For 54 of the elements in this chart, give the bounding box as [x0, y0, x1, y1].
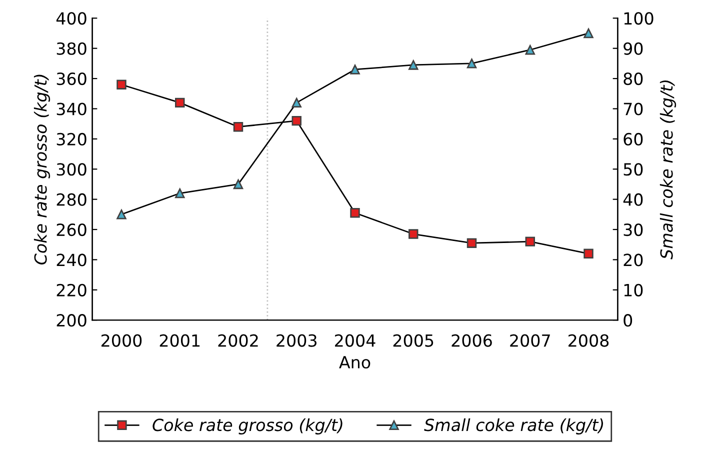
y2-tick-label: 30: [624, 223, 643, 236]
point: [233, 122, 244, 132]
y-tick-label: 200: [56, 314, 86, 327]
y2-axis-title: Small coke rate (kg/t): [660, 80, 676, 260]
y2-tick-label: 90: [624, 42, 643, 55]
y-tick-label: 240: [56, 254, 86, 266]
point: [116, 210, 126, 220]
y2-tick-label: 20: [624, 254, 643, 266]
y2-tick-label: 10: [624, 284, 643, 296]
x-tick-label: 2008: [568, 334, 609, 347]
y2-tick-label: 40: [623, 193, 643, 206]
y-tick-label: 360: [56, 72, 86, 86]
x-tick-label: 2007: [510, 334, 550, 347]
x-tick-label: 2005: [393, 334, 434, 347]
y-tick-label: 400: [56, 12, 86, 25]
y-tick-label: 280: [56, 193, 86, 206]
point: [175, 188, 185, 198]
y2-tick-label: 60: [624, 132, 643, 146]
point: [466, 238, 477, 248]
point: [584, 28, 594, 38]
point: [525, 236, 535, 246]
x-tick-label: 2002: [218, 334, 258, 347]
y-tick-label: 220: [56, 284, 86, 296]
point: [350, 64, 360, 74]
y2-tick-label: 80: [624, 72, 643, 86]
y-axis-title: Coke rate grosso (kg/t): [34, 74, 50, 264]
x-tick-label: 2003: [276, 334, 316, 347]
y-tick-label: 300: [56, 163, 86, 176]
point: [350, 208, 360, 218]
point: [175, 98, 185, 108]
y2-tick-label: 100: [624, 12, 654, 25]
y-tick-label: 340: [56, 102, 86, 116]
legend-label: Coke rate grosso (kg/t): [152, 418, 342, 434]
point: [292, 116, 302, 126]
point: [116, 80, 126, 90]
x-tick-label: 2001: [160, 334, 200, 347]
y-tick-label: 320: [56, 132, 86, 146]
point: [233, 179, 244, 190]
x-tick-label: 2000: [102, 334, 142, 347]
point: [525, 45, 535, 55]
point: [408, 60, 418, 70]
y-tick-label: 380: [56, 42, 86, 55]
y2-tick-label: 50: [624, 163, 643, 176]
point: [292, 98, 302, 108]
x-axis-title: Ano: [339, 356, 370, 369]
legend-label: Small coke rate (kg/t): [424, 418, 604, 434]
x-tick-label: 2004: [335, 334, 376, 347]
x-tick-label: 2006: [452, 334, 492, 347]
point: [408, 229, 418, 239]
point: [584, 248, 594, 259]
y2-tick-label: 70: [624, 102, 643, 116]
point: [466, 58, 477, 68]
y-tick-label: 260: [56, 223, 86, 236]
y2-tick-label: 0: [624, 314, 632, 327]
